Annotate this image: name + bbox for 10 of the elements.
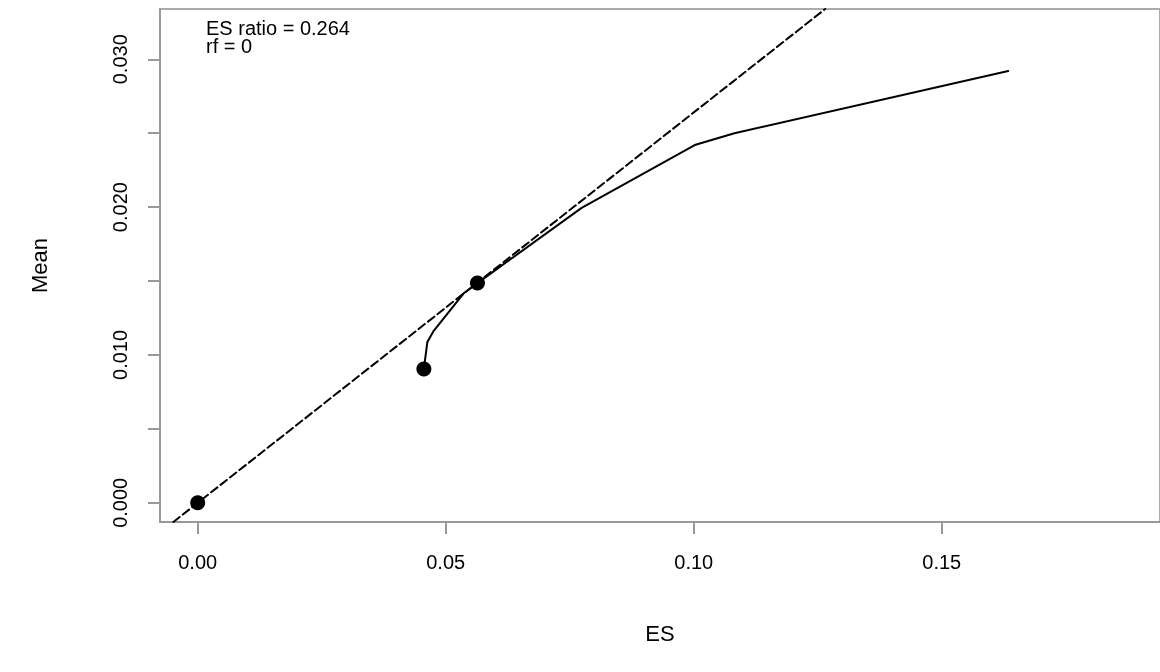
x-tick-label: 0.00 [178, 551, 218, 573]
x-axis-title: ES [645, 620, 675, 646]
y-tick-label: 0.030 [109, 34, 131, 85]
y-tick-label: 0.020 [109, 182, 131, 233]
x-tick-label: 0.10 [674, 551, 714, 573]
y-tick-label: 0.000 [109, 477, 131, 528]
x-tick-label: 0.05 [426, 551, 466, 573]
y-tick-label: 0.010 [109, 329, 131, 380]
x-tick-label: 0.15 [922, 551, 962, 573]
y-axis-title: Mean [26, 237, 52, 294]
